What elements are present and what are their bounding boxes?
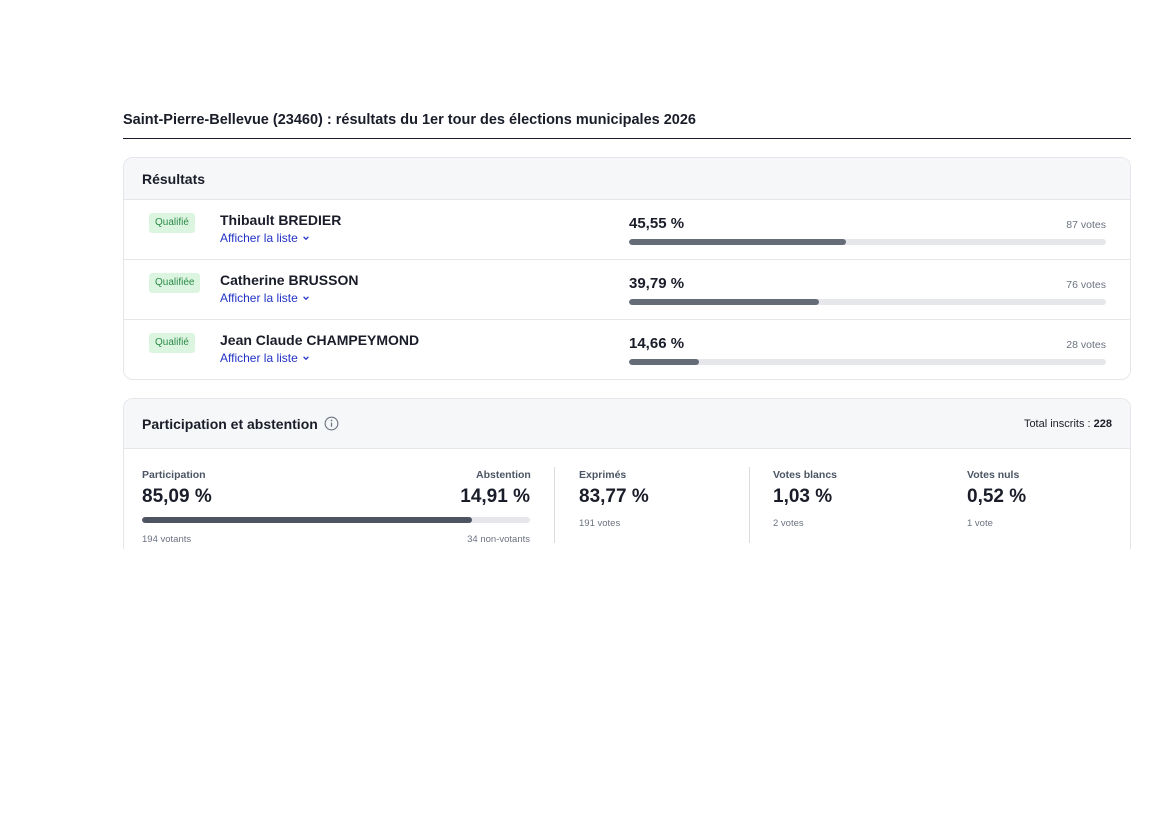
candidate-name: Jean Claude CHAMPEYMOND [220, 332, 420, 348]
chevron-down-icon [302, 296, 309, 301]
blancs-votes: 2 votes [773, 518, 804, 529]
candidate-name: Thibault BREDIER [220, 212, 342, 228]
participation-votants: 194 votants [142, 534, 192, 545]
show-list-link[interactable]: Afficher la liste [220, 351, 310, 365]
qualified-badge: Qualifiée [149, 273, 201, 293]
divider [749, 467, 750, 543]
candidate-row: Qualifiée Catherine BRUSSON Afficher la … [124, 260, 1130, 320]
qualified-badge: Qualifié [149, 213, 195, 233]
exprimes-value: 83,77 % [579, 486, 649, 507]
candidate-votes: 76 votes [1066, 279, 1106, 291]
results-header: Résultats [124, 158, 1130, 200]
nuls-value: 0,52 % [967, 486, 1027, 507]
candidate-bar-fill [629, 239, 847, 245]
participation-header: Participation et abstention Total inscri… [124, 399, 1130, 449]
qualified-badge: Qualifié [149, 333, 195, 353]
candidate-votes: 87 votes [1066, 219, 1106, 231]
candidate-bar-track [629, 299, 1106, 305]
participation-title: Participation et abstention [142, 416, 339, 432]
show-list-link[interactable]: Afficher la liste [220, 231, 310, 245]
total-registered: Total inscrits : 228 [1024, 418, 1112, 430]
show-list-label: Afficher la liste [220, 351, 298, 365]
results-card: Résultats Qualifié Thibault BREDIER Affi… [123, 157, 1131, 380]
abstention-label: Abstention [476, 469, 531, 481]
candidate-name: Catherine BRUSSON [220, 272, 359, 288]
page-title: Saint-Pierre-Bellevue (23460) : résultat… [123, 112, 1131, 139]
show-list-label: Afficher la liste [220, 231, 298, 245]
participation-title-text: Participation et abstention [142, 415, 318, 432]
exprimes-label: Exprimés [579, 469, 627, 481]
exprimes-votes: 191 votes [579, 518, 621, 529]
divider [554, 467, 555, 543]
nuls-label: Votes nuls [967, 469, 1020, 481]
candidate-bar-track [629, 239, 1106, 245]
participation-label: Participation [142, 469, 206, 481]
candidate-row: Qualifié Thibault BREDIER Afficher la li… [124, 200, 1130, 260]
participation-card: Participation et abstention Total inscri… [123, 398, 1131, 549]
nuls-votes: 1 vote [967, 518, 993, 529]
chevron-down-icon [302, 356, 309, 361]
chevron-down-icon [302, 236, 309, 241]
election-results-page: Saint-Pierre-Bellevue (23460) : résultat… [123, 112, 1131, 549]
abstention-value: 14,91 % [460, 486, 530, 507]
candidate-percent: 39,79 % [629, 275, 685, 292]
abstention-non-votants: 34 non-votants [467, 534, 530, 545]
candidate-bar-fill [629, 359, 699, 365]
candidate-percent: 14,66 % [629, 335, 685, 352]
total-registered-label: Total inscrits : [1023, 417, 1091, 430]
show-list-label: Afficher la liste [220, 291, 298, 305]
candidate-bar-track [629, 359, 1106, 365]
candidate-votes: 28 votes [1066, 339, 1106, 351]
info-icon[interactable] [324, 416, 339, 431]
candidate-percent: 45,55 % [629, 215, 685, 232]
blancs-value: 1,03 % [773, 486, 833, 507]
show-list-link[interactable]: Afficher la liste [220, 291, 310, 305]
candidate-bar-fill [629, 299, 819, 305]
participation-body: Participation 85,09 % Abstention 14,91 %… [124, 449, 1130, 549]
participation-bar-fill [142, 517, 473, 523]
candidate-row: Qualifié Jean Claude CHAMPEYMOND Affiche… [124, 320, 1130, 379]
participation-value: 85,09 % [142, 486, 212, 507]
total-registered-value: 228 [1093, 417, 1112, 430]
participation-bar-track [142, 517, 530, 523]
blancs-label: Votes blancs [773, 469, 837, 481]
